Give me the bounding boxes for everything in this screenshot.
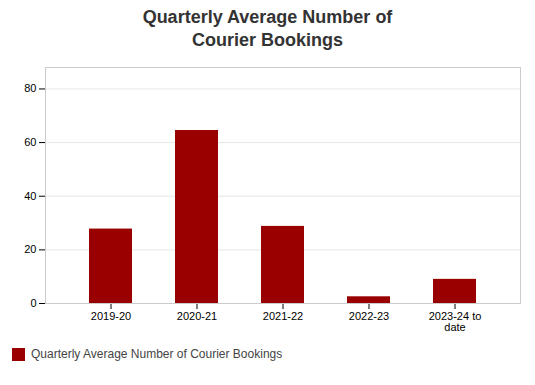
svg-text:2023-24 todate: 2023-24 todate — [429, 310, 482, 333]
svg-text:2020-21: 2020-21 — [177, 310, 217, 322]
html-text:Quarterly Average Number of Co: Quarterly Average Number of Courier Book… — [142, 7, 393, 50]
svg-text:2019-20: 2019-20 — [91, 310, 131, 322]
svg-text:80: 80 — [24, 82, 36, 94]
html-text:Quarterly Average Number of Co: Quarterly Average Number of Courier Book… — [31, 347, 283, 361]
svg-text:2021-22: 2021-22 — [263, 310, 303, 322]
svg-text:60: 60 — [24, 136, 36, 148]
svg-text:40: 40 — [24, 190, 36, 202]
svg-text:0: 0 — [30, 297, 36, 309]
svg-text:20: 20 — [24, 243, 36, 255]
svg-text:2022-23: 2022-23 — [349, 310, 389, 322]
